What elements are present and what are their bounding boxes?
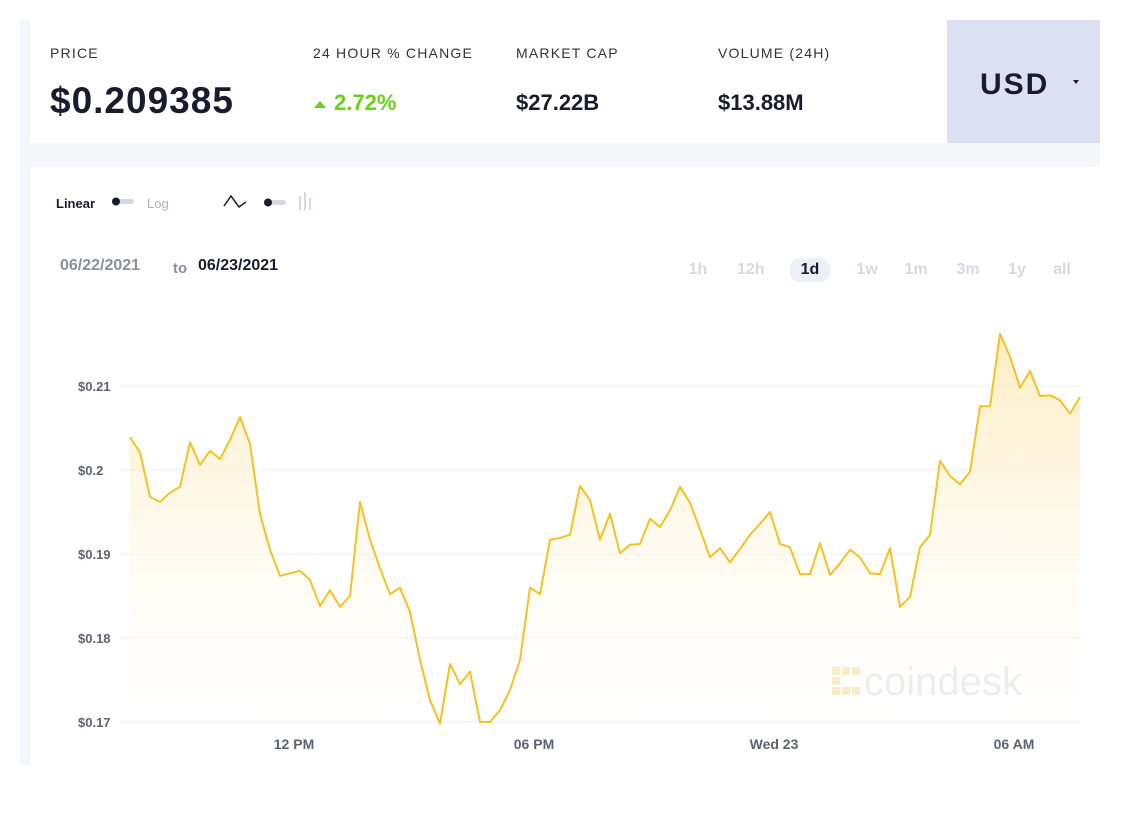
x-tick-label: 06 PM <box>514 736 554 752</box>
range-button[interactable]: all <box>1053 261 1071 278</box>
stats-bar <box>30 20 947 143</box>
y-tick-label: $0.18 <box>78 631 111 646</box>
currency[interactable]: USD <box>980 68 1050 101</box>
linear-option[interactable]: Linear <box>56 196 96 211</box>
range-button[interactable]: 1d <box>790 258 830 282</box>
y-tick-label: $0.17 <box>78 715 111 730</box>
change-label: 24 HOUR % CHANGE <box>313 45 474 61</box>
y-tick-label: $0.19 <box>78 547 111 562</box>
date-to-word: to <box>173 260 188 277</box>
range-button[interactable]: 1w <box>856 261 878 278</box>
scale-toggle[interactable] <box>110 196 136 208</box>
range-button[interactable]: 1m <box>904 261 928 278</box>
date-to: 06/23/2021 <box>198 257 279 274</box>
x-tick-label: 06 AM <box>994 736 1035 752</box>
y-tick-label: $0.2 <box>78 463 103 478</box>
log-option[interactable]: Log <box>147 196 169 211</box>
market-cap-label: MARKET CAP <box>516 45 619 61</box>
range-button[interactable]: 12h <box>737 261 765 278</box>
y-tick-label: $0.21 <box>78 379 111 394</box>
price: $0.209385 <box>50 80 234 121</box>
volume-label: VOLUME (24H) <box>718 45 831 61</box>
x-tick-label: Wed 23 <box>750 736 799 752</box>
up-arrow <box>314 101 326 108</box>
date-from: 06/22/2021 <box>60 257 141 274</box>
range-button[interactable]: 1h <box>688 261 708 278</box>
market-cap: $27.22B <box>516 90 600 115</box>
range-button[interactable]: 1y <box>1008 261 1026 278</box>
x-tick-label: 12 PM <box>274 736 314 752</box>
caret[interactable] <box>1072 78 1082 86</box>
volume: $13.88M <box>718 90 804 115</box>
chart-type-toggle[interactable] <box>222 190 318 214</box>
price-line <box>129 332 1081 725</box>
price-label: PRICE <box>50 45 99 61</box>
change: 2.72% <box>334 90 397 115</box>
range-button[interactable]: 3m <box>956 261 980 278</box>
